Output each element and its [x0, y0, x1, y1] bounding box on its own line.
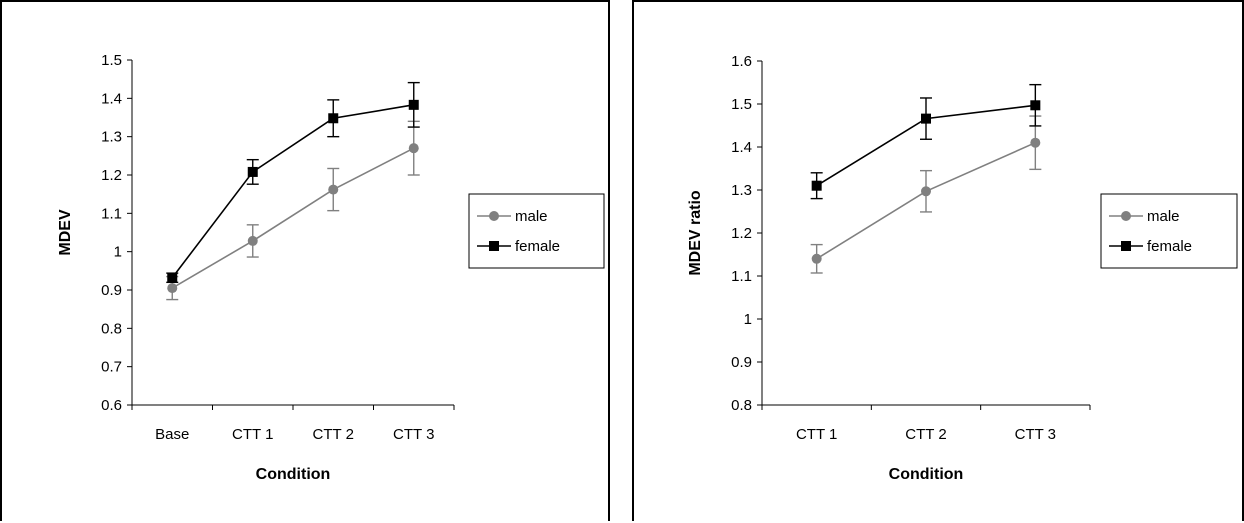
data-point-male — [167, 283, 178, 294]
y-tick-label: 1.2 — [731, 225, 752, 242]
y-tick-label: 1.5 — [101, 52, 122, 69]
legend-label-female: female — [1147, 238, 1192, 255]
chart-panel-mdev: 0.6 0.7 0.8 0.9 1 1.1 1.2 1.3 1.4 1.5 Base CTT 1 CTT… — [0, 0, 610, 521]
data-point-female — [811, 180, 822, 191]
data-point-female — [408, 99, 419, 110]
x-tick-label: CTT 1 — [232, 426, 273, 443]
y-tick-label: 1 — [114, 244, 122, 261]
series-line-female — [171, 104, 414, 279]
y-tick-label: 1 — [744, 311, 752, 328]
y-tick-label: 0.8 — [731, 397, 752, 414]
y-tick-label: 1.1 — [101, 205, 122, 222]
legend-label-male: male — [515, 208, 548, 225]
x-tick-label: CTT 2 — [905, 426, 946, 443]
x-tick-label: CTT 3 — [1015, 426, 1056, 443]
data-point-male — [328, 184, 339, 195]
data-point-female — [921, 113, 931, 124]
y-tick-label: 0.9 — [101, 282, 122, 299]
y-tick-label: 0.9 — [731, 354, 752, 371]
data-point-female — [167, 272, 178, 283]
data-point-male — [408, 143, 419, 154]
x-tick-label: Base — [155, 426, 189, 443]
y-tick-label: 1.4 — [101, 90, 122, 107]
y-tick-label: 1.4 — [731, 139, 752, 156]
chart-mdev-ratio: 0.8 0.9 1 1.1 1.2 1.3 1.4 1.5 1.6 CTT 1 CTT 2 CTT 3… — [687, 53, 1238, 483]
y-tick-label: 1.5 — [731, 96, 752, 113]
legend-box — [468, 193, 605, 269]
x-axis-title: Condition — [256, 466, 331, 483]
legend-marker-male — [489, 211, 499, 221]
y-tick-label: 1.1 — [731, 268, 752, 285]
legend-marker-male — [1121, 211, 1131, 221]
data-point-male — [247, 235, 258, 246]
data-point-female — [247, 166, 258, 177]
y-tick-label: 1.3 — [731, 182, 752, 199]
chart-panel-mdev-ratio: 0.8 0.9 1 1.1 1.2 1.3 1.4 1.5 1.6 CTT 1 CTT 2 CTT 3… — [632, 0, 1244, 521]
x-tick-label: CTT 3 — [393, 426, 434, 443]
legend-marker-female — [489, 241, 499, 251]
y-tick-label: 1.6 — [731, 53, 752, 70]
y-tick-label: 1.3 — [101, 129, 122, 146]
legend-marker-female — [1121, 241, 1131, 251]
data-point-female — [328, 113, 339, 124]
y-tick-label: 0.7 — [101, 359, 122, 376]
data-point-male — [811, 253, 822, 264]
series-line-male — [171, 147, 415, 289]
x-tick-label: CTT 2 — [313, 426, 354, 443]
y-axis-title: MDEV ratio — [687, 190, 704, 276]
y-axis-title: MDEV — [57, 209, 74, 256]
y-tick-label: 1.2 — [101, 167, 122, 184]
y-tick-label: 0.6 — [101, 397, 122, 414]
legend-label-male: male — [1147, 208, 1180, 225]
x-axis-title: Condition — [889, 466, 964, 483]
legend-box — [1100, 193, 1238, 269]
data-point-male — [921, 186, 931, 197]
legend-label-female: female — [515, 238, 560, 255]
y-tick-label: 0.8 — [101, 320, 122, 337]
chart-mdev: 0.6 0.7 0.8 0.9 1 1.1 1.2 1.3 1.4 1.5 Base CTT 1 CTT… — [57, 52, 605, 483]
data-point-female — [1030, 100, 1041, 111]
data-point-male — [1030, 137, 1041, 148]
x-tick-label: CTT 1 — [796, 426, 837, 443]
